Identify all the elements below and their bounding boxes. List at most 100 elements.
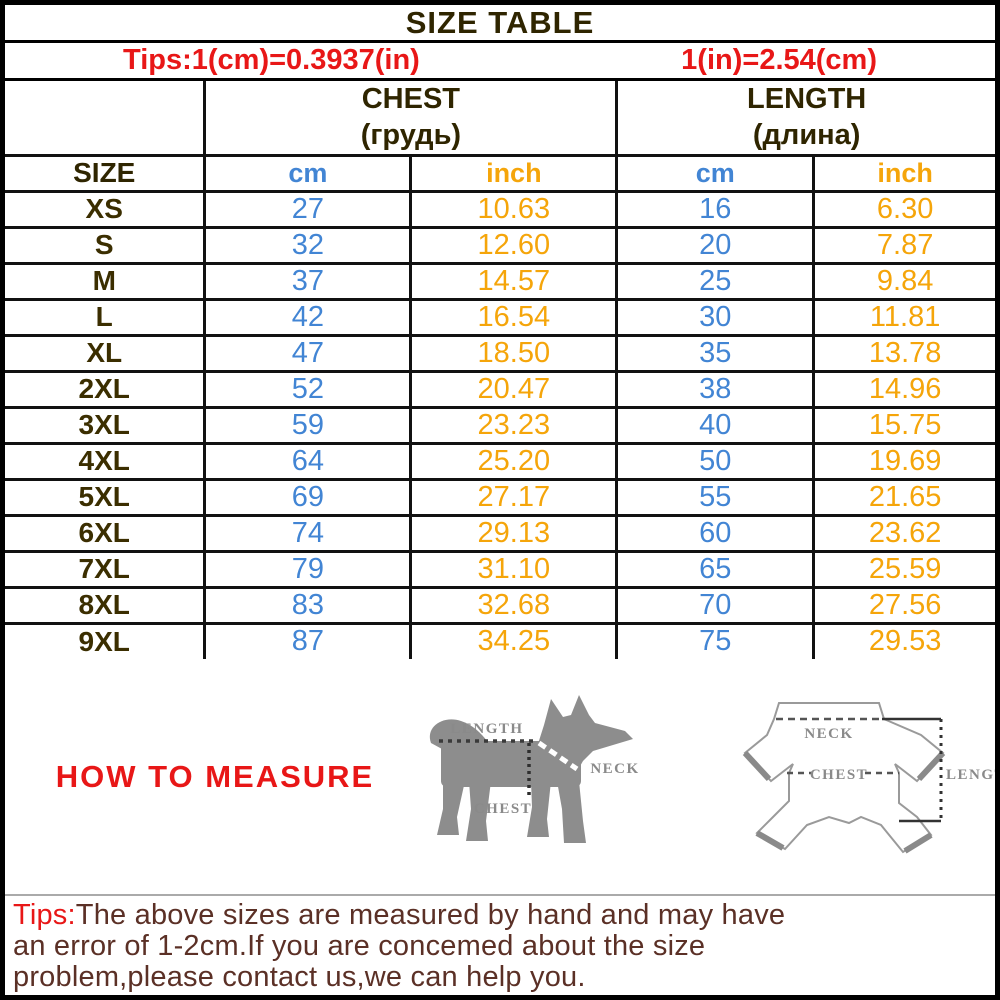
dog-neck-line (537, 740, 579, 771)
length-inch-cell: 9.84 (812, 261, 995, 301)
dog-length-label: LENGTH (450, 721, 523, 737)
tips-line-1: Tips:The above sizes are measured by han… (13, 900, 987, 931)
size-cell: 8XL (5, 585, 207, 625)
length-inch-cell: 7.87 (812, 225, 995, 265)
length-inch-cell: 27.56 (812, 585, 995, 625)
size-cell: 2XL (5, 369, 207, 409)
length-inch-cell: 23.62 (812, 513, 995, 553)
size-table-body: XS 27 10.63 16 6.30 S 32 12.60 20 7.87 M 37 14.57 25 9… (5, 189, 995, 661)
table-row: M 37 14.57 25 9.84 (5, 261, 995, 301)
size-cell: M (5, 261, 207, 301)
dog-neck-label: NECK (590, 761, 639, 777)
corner-cell (5, 79, 207, 157)
table-row: 7XL 79 31.10 65 25.59 (5, 549, 995, 589)
length-inch-cell: 29.53 (812, 621, 995, 661)
chest-cm-cell: 27 (203, 189, 413, 229)
length-label-ru: (длина) (752, 119, 861, 152)
how-to-measure-section: HOW TO MEASURE LENGTH NECK CHEST (5, 659, 995, 894)
table-row: S 32 12.60 20 7.87 (5, 225, 995, 265)
table-row: 6XL 74 29.13 60 23.62 (5, 513, 995, 553)
length-cm-cell: 40 (615, 405, 816, 445)
chest-inch-cell: 34.25 (409, 621, 619, 661)
length-inch-header: inch (812, 153, 995, 193)
how-to-measure-title: HOW TO MEASURE (55, 758, 375, 794)
group-header-row: CHEST (грудь) LENGTH (длина) (5, 79, 995, 157)
size-cell: 4XL (5, 441, 207, 481)
chest-cm-cell: 69 (203, 477, 413, 517)
length-cm-cell: 60 (615, 513, 816, 553)
chest-inch-cell: 20.47 (409, 369, 619, 409)
size-cell: S (5, 225, 207, 265)
chest-cm-cell: 47 (203, 333, 413, 373)
chest-label-ru: (грудь) (360, 119, 462, 152)
table-row: 5XL 69 27.17 55 21.65 (5, 477, 995, 517)
length-inch-cell: 19.69 (812, 441, 995, 481)
chest-inch-cell: 32.68 (409, 585, 619, 625)
garment-measure-diagram: NECK CHEST LENGTH (742, 701, 995, 854)
tips-prefix: Tips: (13, 899, 76, 931)
length-cm-cell: 75 (615, 621, 816, 661)
chest-inch-cell: 18.50 (409, 333, 619, 373)
length-inch-cell: 14.96 (812, 369, 995, 409)
size-cell: 5XL (5, 477, 207, 517)
chest-cm-cell: 79 (203, 549, 413, 589)
length-inch-cell: 25.59 (812, 549, 995, 589)
chest-inch-cell: 23.23 (409, 405, 619, 445)
size-cell: 3XL (5, 405, 207, 445)
length-inch-cell: 6.30 (812, 189, 995, 229)
chest-cm-cell: 64 (203, 441, 413, 481)
size-cell: XS (5, 189, 207, 229)
chest-cm-cell: 52 (203, 369, 413, 409)
conversion-cm-to-in: Tips:1(cm)=0.3937(in) (123, 44, 420, 76)
dog-silhouette (429, 694, 633, 843)
bottom-tips: Tips:The above sizes are measured by han… (5, 894, 995, 995)
dog-chest-label: CHEST (474, 801, 532, 817)
size-table: CHEST (грудь) LENGTH (длина) SIZE cm inc… (5, 79, 995, 661)
table-row: 3XL 59 23.23 40 15.75 (5, 405, 995, 445)
chest-cm-cell: 83 (203, 585, 413, 625)
length-inch-cell: 21.65 (812, 477, 995, 517)
chest-inch-cell: 12.60 (409, 225, 619, 265)
length-cm-cell: 35 (615, 333, 816, 373)
chest-cm-cell: 74 (203, 513, 413, 553)
chest-inch-cell: 27.17 (409, 477, 619, 517)
length-group-header: LENGTH (длина) (615, 79, 995, 157)
chest-cm-cell: 37 (203, 261, 413, 301)
length-cm-cell: 65 (615, 549, 816, 589)
length-cm-cell: 16 (615, 189, 816, 229)
page-title: SIZE TABLE (5, 5, 995, 43)
size-cell: 6XL (5, 513, 207, 553)
tips-text-1: The above sizes are measured by hand and… (75, 899, 786, 931)
size-column-header: SIZE (5, 153, 207, 193)
table-row: L 42 16.54 30 11.81 (5, 297, 995, 337)
tips-line-3: problem,please contact us,we can help yo… (13, 961, 586, 993)
chest-inch-cell: 25.20 (409, 441, 619, 481)
chest-inch-cell: 29.13 (409, 513, 619, 553)
length-cm-cell: 20 (615, 225, 816, 265)
length-inch-cell: 15.75 (812, 405, 995, 445)
unit-header-row: SIZE cm inch cm inch (5, 153, 995, 193)
size-cell: XL (5, 333, 207, 373)
length-label-en: LENGTH (747, 83, 867, 116)
length-cm-cell: 50 (615, 441, 816, 481)
chest-inch-cell: 16.54 (409, 297, 619, 337)
table-row: 4XL 64 25.20 50 19.69 (5, 441, 995, 481)
length-cm-cell: 55 (615, 477, 816, 517)
chest-cm-cell: 42 (203, 297, 413, 337)
table-row: 9XL 87 34.25 75 29.53 (5, 621, 995, 661)
length-cm-header: cm (615, 153, 816, 193)
conversion-in-to-cm: 1(in)=2.54(cm) (681, 44, 877, 76)
garment-cuffs (742, 750, 946, 854)
chest-inch-cell: 31.10 (409, 549, 619, 589)
garment-chest-label: CHEST (810, 767, 868, 783)
table-row: 8XL 83 32.68 70 27.56 (5, 585, 995, 625)
table-row: XL 47 18.50 35 13.78 (5, 333, 995, 373)
chest-cm-cell: 87 (203, 621, 413, 661)
length-cm-cell: 30 (615, 297, 816, 337)
conversion-tips: Tips:1(cm)=0.3937(in) 1(in)=2.54(cm) (5, 43, 995, 81)
length-inch-cell: 11.81 (812, 297, 995, 337)
garment-length-label: LENGTH (946, 767, 995, 783)
table-row: XS 27 10.63 16 6.30 (5, 189, 995, 229)
length-inch-cell: 13.78 (812, 333, 995, 373)
